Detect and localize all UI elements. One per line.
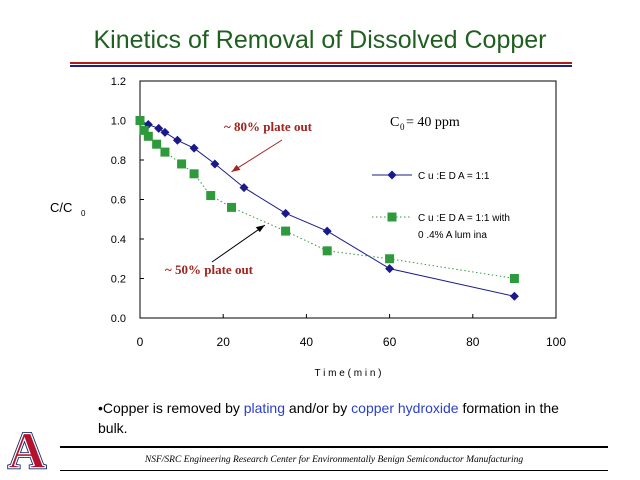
data-point-series-1: [239, 183, 249, 193]
annotation-80-arrow-line: [231, 139, 283, 173]
data-point-series-1: [154, 123, 164, 133]
annotation-50-percent: ~ 50% plate out: [165, 262, 254, 277]
footer-rule-top: [60, 446, 608, 448]
plot-frame: [139, 80, 557, 319]
x-tick-label: 80: [466, 335, 480, 349]
bullet-text: •Copper is removed by plating and/or by …: [98, 398, 578, 438]
data-point-series-2: [206, 191, 216, 201]
data-point-series-1: [509, 291, 519, 301]
title-rule-blue: [70, 65, 572, 67]
concentration-label-subscript: 0: [400, 122, 405, 132]
bullet-highlight-plating: plating: [243, 400, 286, 416]
y-tick-label: 1.2: [111, 76, 126, 88]
data-point-series-1: [385, 264, 395, 274]
data-point-series-2: [509, 274, 519, 283]
y-tick-label: 0.4: [111, 234, 126, 246]
x-axis-label: T i m e ( m i n ): [314, 368, 381, 379]
data-point-series-2: [160, 147, 170, 157]
data-point-series-1: [160, 127, 170, 137]
x-tick-label: 40: [300, 335, 314, 349]
slide-title: Kinetics of Removal of Dissolved Copper: [93, 26, 547, 54]
data-point-series-1: [210, 159, 220, 169]
x-tick-label: 0: [137, 335, 144, 349]
y-axis-label-subscript: 0: [81, 209, 86, 218]
data-point-series-1: [172, 135, 182, 145]
legend-label-series-2-line2: 0 .4% A lum ina: [418, 230, 487, 241]
legend-marker-series-2: [387, 212, 397, 222]
data-point-series-2: [139, 125, 149, 135]
chart-legend: C u :E D A = 1:1 C u :E D A = 1:1 with 0 .…: [372, 170, 510, 241]
bullet-highlight-hydroxide: copper hydroxide: [351, 400, 459, 416]
data-point-series-1: [189, 143, 199, 153]
data-point-series-1: [322, 226, 332, 236]
data-point-series-2: [189, 169, 199, 179]
y-tick-label: 1.0: [111, 116, 126, 128]
x-tick-label: 100: [546, 335, 566, 349]
series-markers: [135, 116, 519, 301]
university-logo: A A: [7, 424, 48, 474]
chart-axes: 0.0 0.2 0.4 0.6 0.8 1.0 1.2 0 20 40 60 80 100 T i m e…: [50, 76, 566, 379]
legend-label-series-2: C u :E D A = 1:1 with: [418, 213, 510, 224]
svg-text:A: A: [8, 424, 46, 474]
annotation-80-percent: ~ 80% plate out: [224, 119, 313, 134]
annotation-80-arrowhead: [231, 164, 241, 172]
legend-label-series-1: C u :E D A = 1:1: [418, 171, 490, 182]
footer-rule-bottom: [60, 470, 608, 471]
y-tick-label: 0.2: [111, 274, 126, 286]
data-point-series-2: [281, 226, 291, 236]
bullet-prefix: •Copper is removed by: [98, 400, 244, 416]
data-point-series-2: [135, 116, 145, 125]
footer-text: NSF/SRC Engineering Research Center for …: [144, 455, 524, 465]
y-tick-label: 0.0: [111, 313, 126, 325]
data-point-series-1: [281, 208, 291, 218]
data-point-series-2: [322, 246, 332, 256]
x-tick-label: 20: [217, 335, 231, 349]
annotation-50-arrowhead: [255, 225, 265, 233]
svg-text:A: A: [8, 424, 46, 474]
y-axis-label: C/C: [50, 200, 72, 215]
data-point-series-2: [177, 159, 187, 169]
concentration-label-value: = 40 ppm: [406, 115, 460, 130]
annotation-50-arrow-line: [211, 224, 266, 263]
data-point-series-2: [152, 139, 162, 149]
data-point-series-2: [227, 202, 237, 212]
data-point-series-2: [143, 131, 153, 141]
data-point-series-2: [385, 254, 395, 264]
bullet-suffix: formation in the bulk.: [98, 400, 559, 436]
y-tick-label: 0.8: [111, 155, 126, 167]
legend-marker-series-1: [387, 170, 397, 180]
concentration-label: C: [390, 115, 399, 130]
title-rule-red: [70, 62, 572, 64]
x-tick-label: 60: [383, 335, 397, 349]
y-tick-label: 0.6: [111, 195, 126, 207]
bullet-mid: and/or by: [285, 400, 352, 416]
